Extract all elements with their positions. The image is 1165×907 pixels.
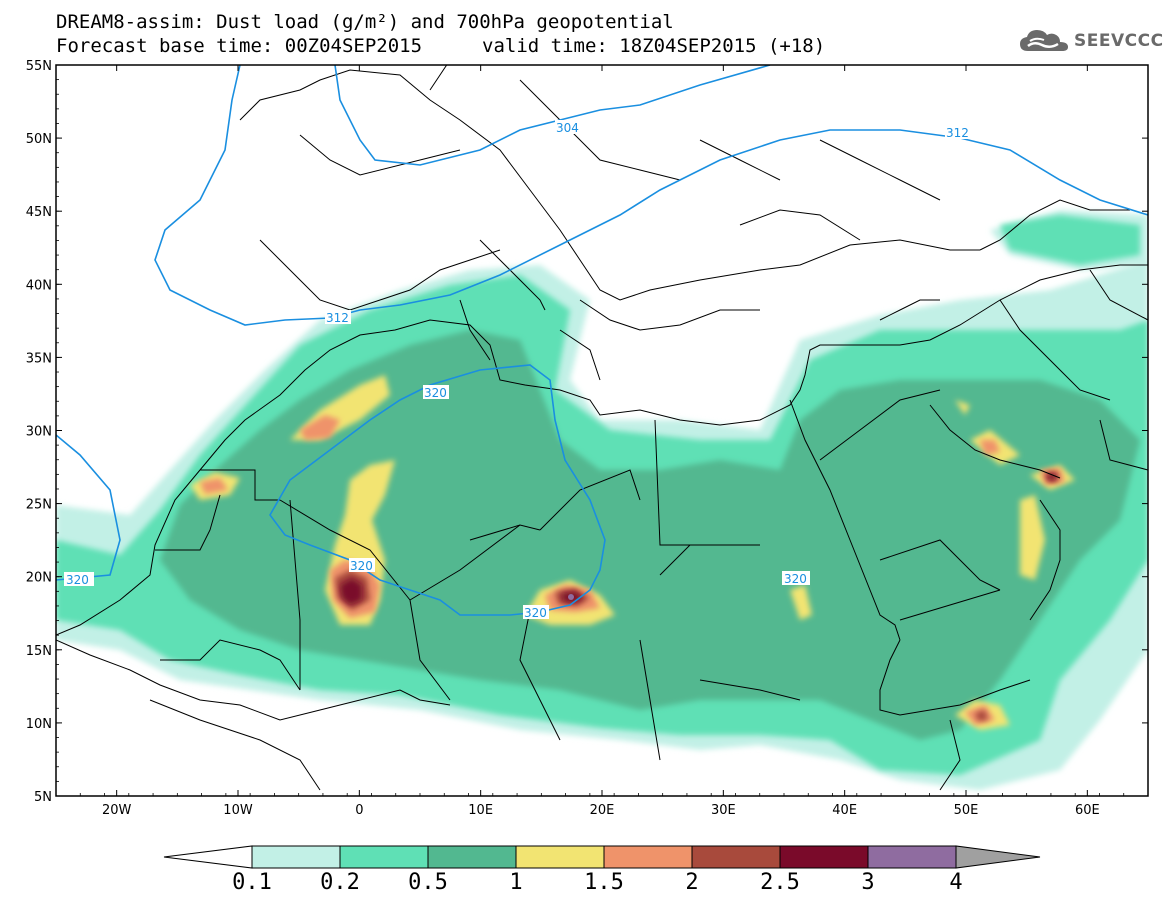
lat-tick-label: 10N xyxy=(26,717,52,732)
contour-label-320-west: 320 xyxy=(66,573,89,587)
lon-tick-label: 10W xyxy=(223,803,253,818)
coastlines-borders xyxy=(56,65,1148,791)
colorbar-level-label: 3 xyxy=(861,870,874,895)
colorbar-level-label: 0.2 xyxy=(320,870,360,895)
base-time: Forecast base time: 00Z04SEP2015 xyxy=(56,35,423,57)
forecast-times: Forecast base time: 00Z04SEP2015 valid ti… xyxy=(56,35,825,57)
lat-tick-label: 45N xyxy=(26,205,52,220)
dust-contour-4 xyxy=(568,594,574,600)
colorbar-box xyxy=(251,845,341,869)
cloud-logo-icon xyxy=(1020,30,1068,51)
lat-tick-label: 30N xyxy=(26,425,52,440)
colorbar-box xyxy=(867,845,957,869)
colorbar-box xyxy=(603,845,693,869)
dust-contour-0-5 xyxy=(160,330,1140,740)
contour-label-320-sahara: 320 xyxy=(350,559,373,573)
colorbar: 0.1 0.2 0.5 1 1.5 2 2.5 3 4 xyxy=(163,845,1041,895)
lon-tick-label: 10E xyxy=(468,803,493,818)
contour-label-304: 304 xyxy=(556,121,579,135)
contour-label-320-sudan: 320 xyxy=(784,572,807,586)
lon-tick-label: 30E xyxy=(711,803,736,818)
valid-time: valid time: 18Z04SEP2015 (+18) xyxy=(482,35,826,57)
colorbar-level-label: 4 xyxy=(949,870,962,895)
lon-tick-label: 20W xyxy=(102,803,132,818)
colorbar-under xyxy=(163,845,253,869)
lon-tick-label: 20E xyxy=(590,803,615,818)
seevccc-logo: SEEVCCC xyxy=(1018,26,1164,56)
lat-tick-label: 5N xyxy=(34,790,52,805)
geopotential-contours xyxy=(56,65,1148,616)
colorbar-box xyxy=(427,845,517,869)
colorbar-box xyxy=(691,845,781,869)
map-axes: 55N 50N 45N 40N 35N 30N 25N 20N 15N 10N 5N 20W 10W 0 1… xyxy=(26,59,1149,818)
colorbar-level-label: 0.1 xyxy=(232,870,272,895)
lat-tick-label: 35N xyxy=(26,351,52,366)
colorbar-box xyxy=(515,845,605,869)
lon-tick-label: 0 xyxy=(355,803,363,818)
contour-label-320-north: 320 xyxy=(424,386,447,400)
geopotential-labels: 304 312 312 320 320 320 320 320 xyxy=(64,120,971,620)
lat-tick-label: 50N xyxy=(26,132,52,147)
colorbar-level-label: 0.5 xyxy=(408,870,448,895)
lon-tick-label: 50E xyxy=(954,803,979,818)
colorbar-level-label: 2.5 xyxy=(760,870,800,895)
logo-text: SEEVCCC xyxy=(1074,31,1164,51)
lat-tick-label: 20N xyxy=(26,571,52,586)
lat-tick-label: 15N xyxy=(26,644,52,659)
contour-label-312-west: 312 xyxy=(326,311,349,325)
colorbar-over xyxy=(955,845,1041,869)
colorbar-level-label: 2 xyxy=(685,870,698,895)
colorbar-level-label: 1.5 xyxy=(584,870,624,895)
lon-tick-label: 60E xyxy=(1075,803,1100,818)
lat-tick-label: 25N xyxy=(26,498,52,513)
lat-tick-label: 55N xyxy=(26,59,52,74)
colorbar-level-label: 1 xyxy=(509,870,522,895)
colorbar-box xyxy=(779,845,869,869)
contour-label-320-chad: 320 xyxy=(524,606,547,620)
lat-tick-label: 40N xyxy=(26,278,52,293)
colorbar-box xyxy=(339,845,429,869)
dust-load-field: 304 312 312 320 320 320 320 320 xyxy=(56,65,1148,796)
map-title: DREAM8-assim: Dust load (g/m²) and 700hP… xyxy=(56,11,674,33)
contour-label-312-east: 312 xyxy=(946,126,969,140)
lon-tick-label: 40E xyxy=(832,803,857,818)
